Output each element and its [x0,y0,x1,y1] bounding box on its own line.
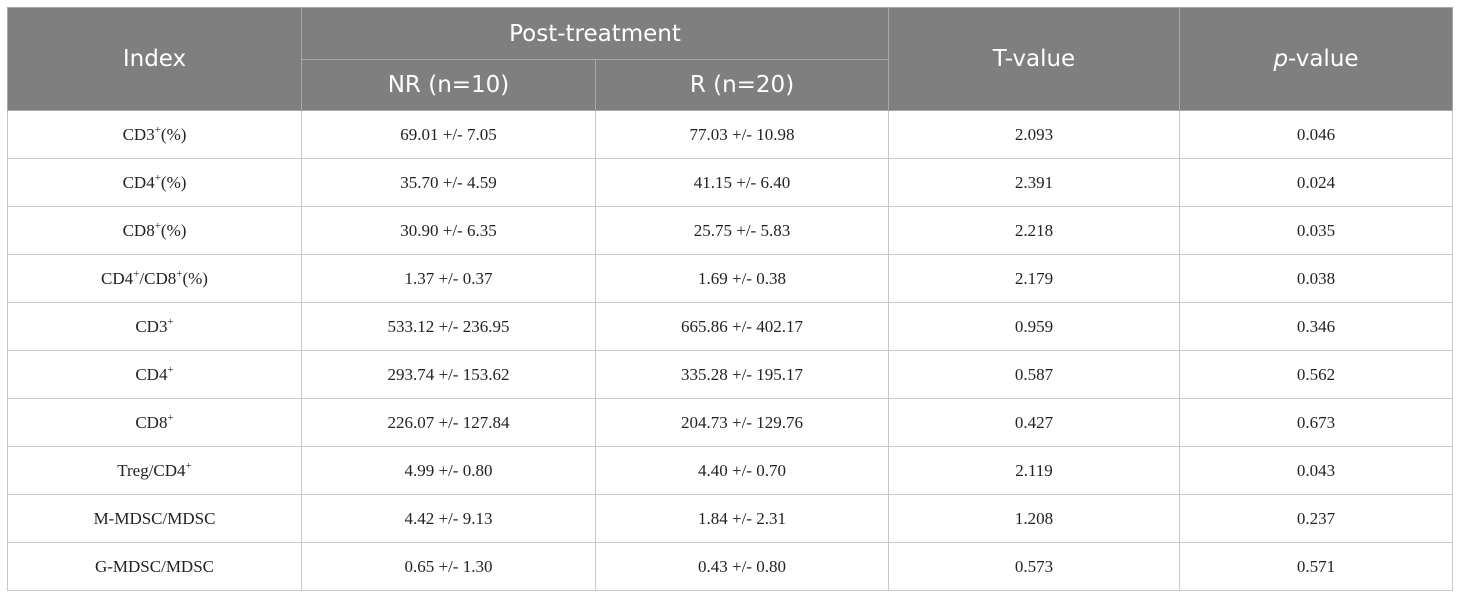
header-nr: NR (n=10) [301,59,596,111]
cell-r: 0.43 +/- 0.80 [595,542,889,591]
cell-t-value: 2.119 [888,446,1180,495]
cell-r: 335.28 +/- 195.17 [595,350,889,399]
cell-index: Treg/CD4+ [7,446,302,495]
cell-r: 77.03 +/- 10.98 [595,110,889,159]
cell-nr: 1.37 +/- 0.37 [301,254,596,303]
header-p-italic: p [1273,46,1289,72]
table-row: Treg/CD4+ 4.99 +/- 0.80 4.40 +/- 0.70 2.119… [7,446,1453,495]
header-p-rest: -value [1288,46,1359,72]
superscript-plus: + [167,411,174,424]
cell-nr: 293.74 +/- 153.62 [301,350,596,399]
cell-r: 25.75 +/- 5.83 [595,206,889,255]
cell-index: CD8+ [7,398,302,447]
superscript-plus: + [185,459,192,472]
cell-index: CD3+ [7,302,302,351]
index-text: (%) [160,220,187,240]
cell-p-value: 0.346 [1179,302,1453,351]
index-text: (%) [182,268,208,288]
cell-index: G-MDSC/MDSC [7,542,302,591]
index-text: CD4 [122,172,155,192]
cell-t-value: 0.573 [888,542,1180,591]
index-text: CD4 [101,268,134,288]
index-text: (%) [160,124,187,144]
header-post-treatment: Post-treatment [301,7,889,60]
index-text: CD3 [122,124,155,144]
cell-r: 1.69 +/- 0.38 [595,254,889,303]
table-row: CD4+(%) 35.70 +/- 4.59 41.15 +/- 6.40 2.391… [7,158,1453,207]
cell-index: CD4+ [7,350,302,399]
table-body: CD3+(%) 69.01 +/- 7.05 77.03 +/- 10.98 2.09… [7,110,1453,591]
cell-p-value: 0.035 [1179,206,1453,255]
header-index: Index [7,7,302,111]
table-row: CD8+(%) 30.90 +/- 6.35 25.75 +/- 5.83 2.218… [7,206,1453,255]
superscript-plus: + [167,315,174,328]
table-row: CD4+/CD8+(%) 1.37 +/- 0.37 1.69 +/- 0.38 2.… [7,254,1453,303]
cell-nr: 226.07 +/- 127.84 [301,398,596,447]
index-text: CD8 [122,220,155,240]
cell-p-value: 0.562 [1179,350,1453,399]
cell-p-value: 0.673 [1179,398,1453,447]
cell-t-value: 2.093 [888,110,1180,159]
cell-index: CD8+(%) [7,206,302,255]
cell-t-value: 2.218 [888,206,1180,255]
table-row: M-MDSC/MDSC 4.42 +/- 9.13 1.84 +/- 2.31 1.2… [7,494,1453,543]
table-row: CD4+ 293.74 +/- 153.62 335.28 +/- 195.17 0.… [7,350,1453,399]
superscript-plus: + [133,267,140,280]
index-text: Treg/CD4 [117,460,186,480]
cell-r: 41.15 +/- 6.40 [595,158,889,207]
cell-p-value: 0.038 [1179,254,1453,303]
cell-p-value: 0.237 [1179,494,1453,543]
superscript-plus: + [154,171,161,184]
index-text: CD8 [135,412,168,432]
cell-index: M-MDSC/MDSC [7,494,302,543]
superscript-plus: + [167,363,174,376]
index-text: G-MDSC/MDSC [94,556,215,576]
header-p-value: p-value [1179,7,1453,111]
superscript-plus: + [154,123,161,136]
table-row: G-MDSC/MDSC 0.65 +/- 1.30 0.43 +/- 0.80 0.5… [7,542,1453,591]
cell-index: CD4+/CD8+(%) [7,254,302,303]
cell-nr: 30.90 +/- 6.35 [301,206,596,255]
table-row: CD8+ 226.07 +/- 127.84 204.73 +/- 129.76 0.… [7,398,1453,447]
cell-p-value: 0.043 [1179,446,1453,495]
cell-nr: 4.42 +/- 9.13 [301,494,596,543]
table-row: CD3+ 533.12 +/- 236.95 665.86 +/- 402.17 0.… [7,302,1453,351]
cell-t-value: 2.391 [888,158,1180,207]
index-text: CD3 [135,316,168,336]
cell-r: 665.86 +/- 402.17 [595,302,889,351]
cell-nr: 4.99 +/- 0.80 [301,446,596,495]
table-row: CD3+(%) 69.01 +/- 7.05 77.03 +/- 10.98 2.09… [7,110,1453,159]
cell-nr: 35.70 +/- 4.59 [301,158,596,207]
cell-index: CD4+(%) [7,158,302,207]
cell-t-value: 0.959 [888,302,1180,351]
cell-p-value: 0.571 [1179,542,1453,591]
results-table: Index Post-treatment T-value p-value NR … [7,7,1453,591]
header-t-value: T-value [888,7,1180,111]
cell-p-value: 0.024 [1179,158,1453,207]
index-text: /CD8 [139,268,177,288]
cell-nr: 0.65 +/- 1.30 [301,542,596,591]
cell-r: 1.84 +/- 2.31 [595,494,889,543]
cell-r: 4.40 +/- 0.70 [595,446,889,495]
cell-r: 204.73 +/- 129.76 [595,398,889,447]
index-text: M-MDSC/MDSC [93,508,216,528]
superscript-plus: + [176,267,183,280]
cell-p-value: 0.046 [1179,110,1453,159]
header-r: R (n=20) [595,59,889,111]
cell-index: CD3+(%) [7,110,302,159]
cell-t-value: 1.208 [888,494,1180,543]
cell-t-value: 0.427 [888,398,1180,447]
cell-nr: 533.12 +/- 236.95 [301,302,596,351]
table-header: Index Post-treatment T-value p-value NR … [7,7,1453,111]
cell-t-value: 0.587 [888,350,1180,399]
cell-nr: 69.01 +/- 7.05 [301,110,596,159]
cell-t-value: 2.179 [888,254,1180,303]
index-text: CD4 [135,364,168,384]
index-text: (%) [160,172,187,192]
superscript-plus: + [154,219,161,232]
